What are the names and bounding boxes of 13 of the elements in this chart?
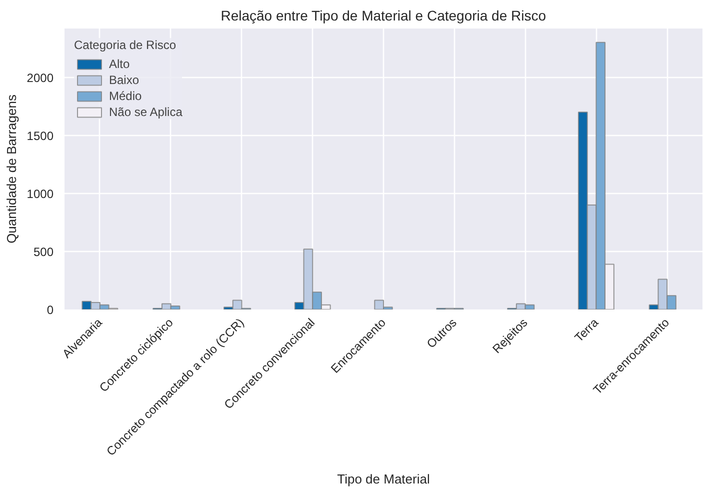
y-axis-title: Quantidade de Barragens	[4, 94, 19, 244]
legend-label: Alto	[109, 57, 130, 71]
legend-label: Médio	[109, 89, 142, 103]
y-tick-label: 0	[46, 303, 54, 317]
y-tick-label: 1000	[26, 186, 54, 201]
y-tick-label: 1500	[26, 128, 54, 143]
y-tick-label: 2000	[26, 70, 54, 85]
legend-title: Categoria de Risco	[74, 38, 178, 52]
legend-label: Baixo	[109, 73, 140, 87]
x-axis-title: Tipo de Material	[337, 471, 430, 486]
chart-title: Relação entre Tipo de Material e Categoria de Risco	[220, 8, 546, 24]
legend-label: Não se Aplica	[109, 105, 182, 119]
y-tick-label: 500	[33, 244, 54, 259]
